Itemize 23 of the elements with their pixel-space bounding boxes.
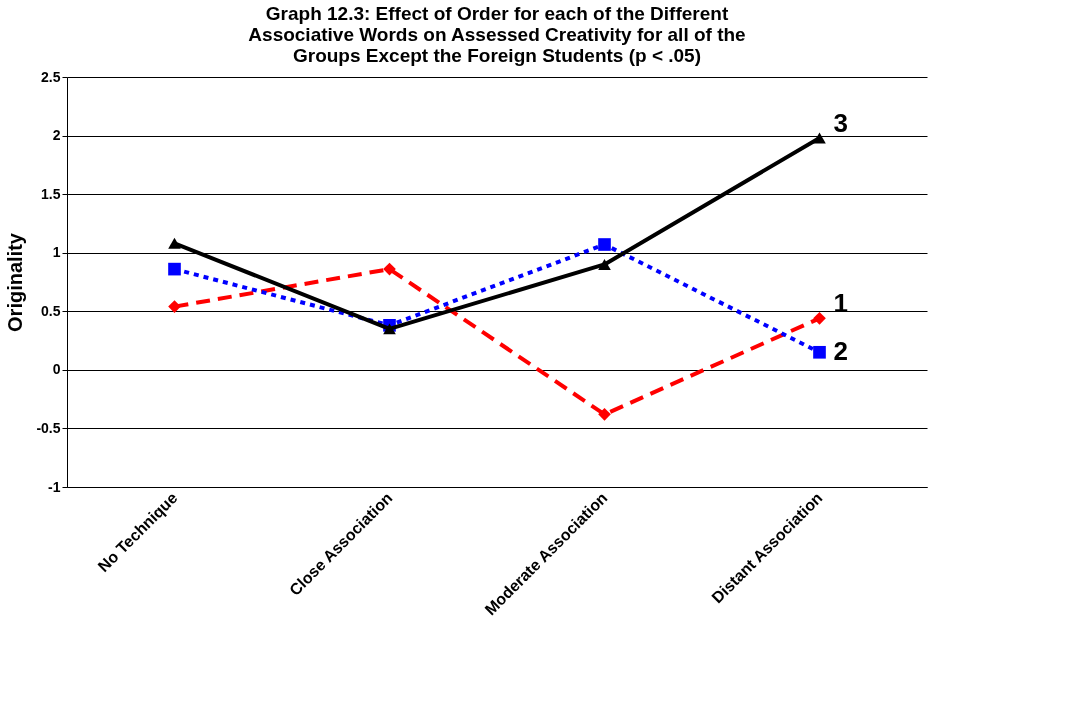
y-axis-title: Originality (4, 232, 27, 332)
series-label: 2 (833, 336, 848, 367)
y-tick-label: 1.5 (41, 185, 61, 202)
point (598, 408, 611, 421)
point (168, 262, 181, 276)
y-tick-label: 0.5 (41, 302, 61, 319)
y-tick-label: -0.5 (36, 419, 61, 436)
point (383, 262, 396, 276)
chart-title: Graph 12.3: Effect of Order for each of the Different Associative Words on Assessed Creativity for all of the Groups Except the Foreign Students (p < .05) (248, 3, 746, 66)
point (598, 238, 611, 251)
point (813, 311, 826, 325)
series-label: 3 (833, 107, 848, 138)
y-tick-label: 2.5 (41, 68, 61, 85)
point (383, 323, 396, 335)
point (813, 345, 826, 359)
point (168, 300, 181, 313)
y-tick-label: 2 (52, 127, 61, 144)
point (168, 237, 181, 249)
y-tick-label: -1 (48, 478, 61, 495)
y-tick-label: 1 (52, 244, 61, 261)
point (598, 258, 611, 270)
y-tick-label: 0 (52, 361, 61, 378)
point (813, 132, 826, 144)
